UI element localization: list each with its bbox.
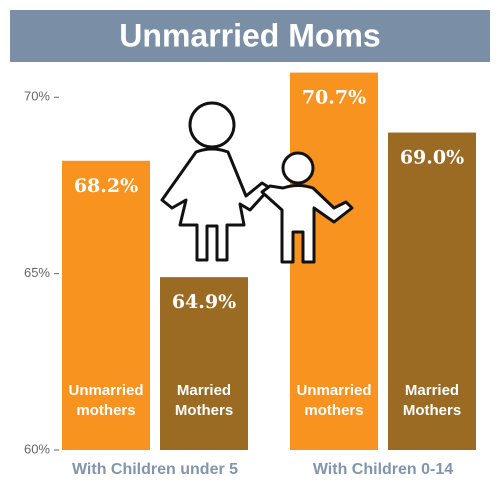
series-name: Married Mothers (402, 382, 462, 419)
value-label: 70.7% (302, 87, 366, 109)
series-label: Married Mothers (174, 382, 234, 419)
value-label: 64.9% (172, 291, 236, 313)
value-label: 68.2% (74, 175, 138, 197)
bar (388, 132, 476, 450)
y-tick-label: 70% (24, 89, 50, 104)
bar (62, 160, 150, 450)
title-bar (10, 10, 490, 62)
series-name: Married Mothers (174, 382, 234, 419)
series-name: Unmarried mothers (68, 382, 144, 419)
y-tick-label: 60% (24, 441, 50, 456)
y-tick-label: 65% (24, 265, 50, 280)
series-name: Unmarried mothers (296, 382, 372, 419)
x-tick-label: With Children under 5 (72, 461, 238, 478)
family-icon (160, 101, 354, 264)
bar (160, 277, 248, 450)
chart-title: Unmarried Moms (119, 17, 380, 53)
series-label: Unmarried mothers (68, 382, 144, 419)
value-label: 69.0% (400, 147, 464, 169)
series-label: Married Mothers (402, 382, 462, 419)
series-label: Unmarried mothers (296, 382, 372, 419)
x-tick-label: With Children 0-14 (313, 461, 453, 478)
